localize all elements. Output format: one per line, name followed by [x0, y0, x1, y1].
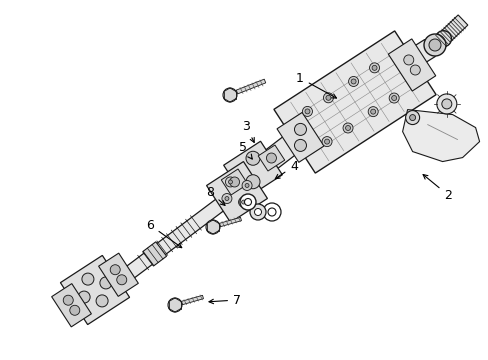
- Circle shape: [241, 200, 245, 204]
- Text: 1: 1: [295, 72, 336, 98]
- Circle shape: [322, 136, 331, 147]
- Polygon shape: [387, 39, 435, 91]
- Circle shape: [342, 123, 352, 133]
- Text: 6: 6: [146, 219, 182, 248]
- Circle shape: [245, 151, 260, 165]
- Circle shape: [294, 139, 306, 152]
- Text: 8: 8: [205, 185, 224, 205]
- Circle shape: [240, 194, 256, 210]
- Circle shape: [70, 305, 80, 315]
- Text: 2: 2: [422, 175, 451, 202]
- Polygon shape: [96, 186, 241, 301]
- Circle shape: [436, 94, 456, 114]
- Circle shape: [223, 88, 237, 102]
- Circle shape: [96, 295, 108, 307]
- Polygon shape: [258, 145, 284, 171]
- Polygon shape: [61, 255, 129, 325]
- Circle shape: [350, 79, 355, 84]
- Polygon shape: [142, 242, 166, 266]
- Text: 3: 3: [242, 120, 254, 143]
- Circle shape: [428, 39, 440, 51]
- Polygon shape: [434, 15, 467, 47]
- Circle shape: [305, 109, 309, 114]
- Polygon shape: [273, 31, 435, 173]
- Polygon shape: [52, 284, 91, 327]
- Circle shape: [228, 180, 232, 184]
- Circle shape: [367, 107, 377, 117]
- Text: 5: 5: [239, 140, 252, 159]
- Circle shape: [388, 93, 398, 103]
- Circle shape: [294, 123, 306, 135]
- Circle shape: [371, 66, 376, 70]
- Circle shape: [267, 208, 275, 216]
- Polygon shape: [349, 40, 434, 103]
- Circle shape: [245, 175, 260, 189]
- Polygon shape: [219, 217, 241, 227]
- Circle shape: [266, 153, 276, 163]
- Circle shape: [110, 265, 120, 275]
- Circle shape: [100, 277, 112, 289]
- Circle shape: [78, 291, 90, 303]
- Polygon shape: [248, 130, 304, 181]
- Circle shape: [244, 184, 248, 188]
- Circle shape: [441, 99, 451, 109]
- Circle shape: [325, 95, 330, 100]
- Polygon shape: [223, 141, 282, 199]
- Circle shape: [168, 298, 182, 312]
- Circle shape: [409, 65, 420, 75]
- Circle shape: [403, 55, 413, 65]
- Circle shape: [263, 203, 281, 221]
- Circle shape: [345, 126, 350, 130]
- Circle shape: [229, 177, 239, 187]
- Circle shape: [82, 273, 94, 285]
- Circle shape: [391, 95, 396, 100]
- Circle shape: [302, 107, 312, 116]
- Polygon shape: [276, 112, 323, 162]
- Circle shape: [224, 197, 228, 201]
- Polygon shape: [402, 109, 479, 162]
- Circle shape: [254, 208, 261, 216]
- Circle shape: [323, 93, 333, 103]
- Text: 7: 7: [208, 293, 241, 306]
- Circle shape: [244, 198, 251, 206]
- Circle shape: [63, 295, 73, 305]
- Circle shape: [222, 194, 231, 203]
- Circle shape: [205, 220, 220, 234]
- Polygon shape: [181, 295, 203, 305]
- Polygon shape: [206, 162, 267, 222]
- Circle shape: [370, 109, 375, 114]
- Circle shape: [242, 180, 251, 190]
- Circle shape: [117, 275, 126, 285]
- Polygon shape: [99, 253, 138, 296]
- Circle shape: [423, 34, 445, 56]
- Circle shape: [434, 31, 450, 47]
- Circle shape: [238, 197, 248, 207]
- Circle shape: [405, 111, 419, 125]
- Polygon shape: [221, 169, 247, 195]
- Circle shape: [249, 204, 265, 220]
- Circle shape: [225, 177, 235, 187]
- Text: 4: 4: [275, 159, 297, 179]
- Polygon shape: [236, 79, 265, 94]
- Circle shape: [324, 139, 329, 144]
- Circle shape: [409, 114, 415, 121]
- Circle shape: [369, 63, 379, 73]
- Circle shape: [348, 76, 358, 86]
